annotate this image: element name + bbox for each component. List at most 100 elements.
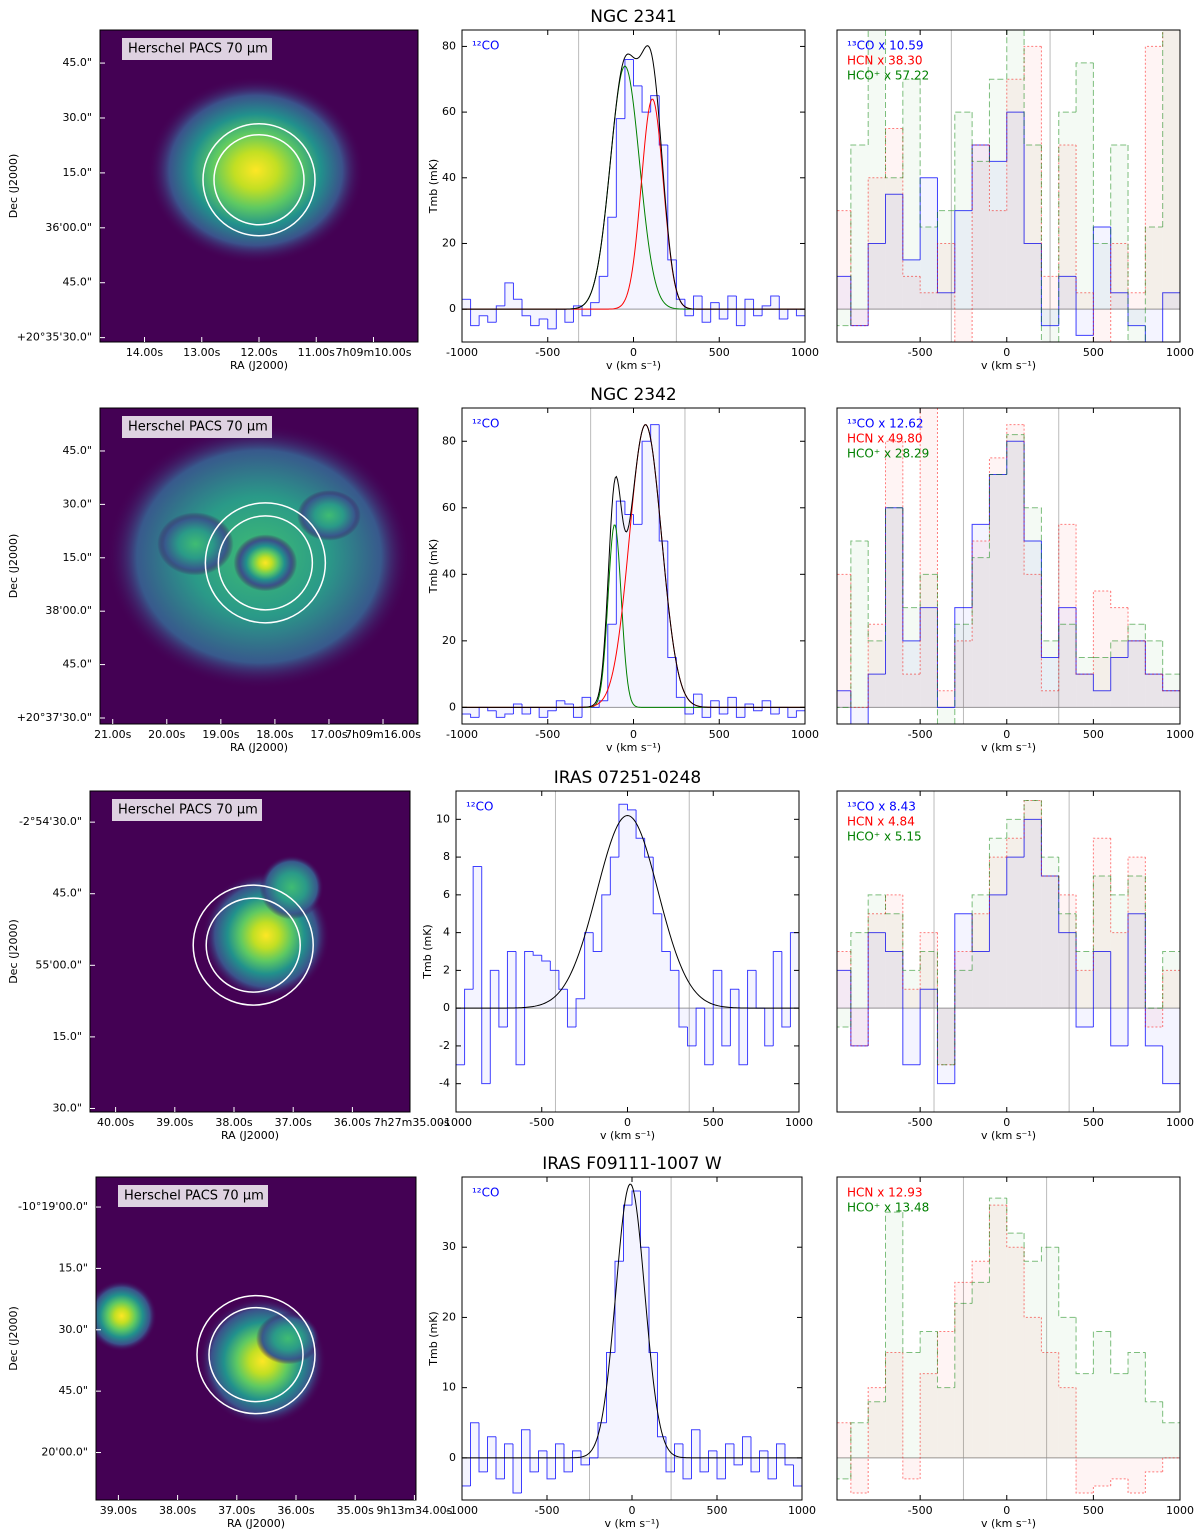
legend-label: ¹²CO	[472, 39, 499, 53]
channel-fill	[513, 299, 523, 310]
channel-fill	[473, 866, 482, 1009]
x-tick-label: -1000	[446, 1504, 478, 1517]
channel-fill	[885, 1212, 903, 1458]
channel-fill	[1093, 1457, 1111, 1486]
channel-fill	[593, 951, 602, 1009]
channel-step	[1040, 800, 1059, 877]
x-axis-label: RA (J2000)	[227, 1517, 285, 1530]
channel-fill	[742, 1436, 751, 1458]
channel-step	[971, 112, 990, 162]
x-tick-label: -500	[529, 1116, 554, 1129]
channel-step	[919, 177, 938, 260]
channel-step	[867, 177, 886, 326]
channel-fill	[972, 1282, 990, 1458]
channel-step	[1127, 1352, 1146, 1374]
channel-step	[1162, 674, 1180, 692]
channel-fill	[541, 960, 551, 1009]
x-tick-label: 17.00s	[310, 728, 347, 741]
channel-step	[1162, 1045, 1180, 1085]
x-tick-label: 13.00s	[183, 346, 220, 359]
channel-fill	[989, 838, 1007, 1009]
channel-fill	[1024, 144, 1042, 310]
channel-fill	[920, 607, 938, 708]
channel-step	[971, 1281, 990, 1304]
channel-step	[1040, 144, 1059, 342]
y-tick-label: 40	[442, 171, 456, 184]
plot-area	[462, 30, 805, 342]
x-tick-label: 7h09m16.00s	[345, 728, 421, 741]
channel-fill	[1093, 227, 1111, 310]
channel-fill	[796, 707, 805, 711]
channel-step	[919, 79, 938, 228]
channel-step	[954, 623, 973, 724]
channel-step	[1023, 45, 1042, 80]
channel-fill	[487, 1436, 496, 1458]
channel-fill	[751, 1457, 760, 1472]
channel-step	[919, 1330, 938, 1353]
channel-step	[1023, 1247, 1042, 1318]
channel-fill	[708, 1450, 717, 1458]
legend-label: ¹²CO	[472, 417, 499, 431]
channel-step	[607, 623, 617, 701]
channel-fill	[837, 276, 851, 310]
channel-fill	[1006, 1233, 1025, 1458]
channel-fill	[558, 989, 568, 1009]
channel-step	[954, 111, 973, 211]
channel-fill	[747, 970, 757, 1009]
axes-frame	[836, 1176, 1181, 1501]
channel-step	[674, 1443, 683, 1472]
x-axis-label: v (km s⁻¹)	[600, 1129, 655, 1142]
channel-fill	[606, 1352, 615, 1458]
channel-fill	[902, 989, 921, 1009]
channel-step	[504, 713, 514, 718]
x-tick-label: 11.00s	[298, 346, 335, 359]
channel-fill	[661, 951, 671, 1009]
x-tick-label: -500	[908, 1116, 933, 1129]
plot-area	[462, 1177, 802, 1500]
channel-step	[954, 1302, 973, 1388]
channel-fill	[616, 118, 625, 310]
channel-fill	[868, 177, 886, 310]
image-frame	[95, 1176, 417, 1501]
aperture-outer	[196, 1294, 316, 1415]
channel-step	[885, 1211, 903, 1402]
channel-step	[1110, 875, 1129, 896]
channel-step	[1040, 1246, 1059, 1262]
channel-fill	[1110, 1457, 1129, 1479]
channel-step	[658, 95, 668, 146]
legend-label: ¹³CO x 8.43	[847, 800, 916, 814]
channel-step	[1144, 1471, 1163, 1493]
channel-step	[867, 242, 886, 326]
channel-fill	[659, 144, 668, 310]
channel-step	[669, 951, 679, 971]
image-label: Herschel PACS 70 μm	[128, 420, 268, 435]
emission-blob	[96, 1280, 157, 1352]
x-axis-label: RA (J2000)	[221, 1129, 279, 1142]
channel-fill	[513, 704, 523, 708]
emission-blob	[233, 534, 298, 592]
x-tick-label: 37.00s	[275, 1116, 312, 1129]
channel-step	[936, 574, 955, 724]
channel-fill	[1110, 932, 1129, 1009]
fit-component	[456, 815, 799, 1009]
channel-step	[787, 707, 797, 718]
label-box	[112, 799, 262, 821]
channel-step	[661, 913, 671, 952]
channel-fill	[632, 1191, 641, 1458]
channel-step	[850, 540, 869, 708]
channel-step	[1144, 640, 1163, 675]
channel-fill	[650, 424, 660, 708]
channel-step	[936, 210, 955, 228]
channel-fill	[610, 857, 619, 1009]
channel-step	[778, 296, 788, 320]
x-tick-label: 0	[1003, 346, 1010, 359]
channel-fill	[954, 624, 973, 708]
x-axis-label: RA (J2000)	[230, 741, 288, 754]
channel-step	[1110, 1331, 1129, 1375]
channel-fill	[850, 1422, 869, 1458]
channel-step	[867, 1387, 886, 1493]
legend-label: HCN x 49.80	[847, 432, 922, 446]
channel-fill	[615, 1261, 624, 1458]
x-tick-label: 500	[1083, 728, 1104, 741]
channel-step	[776, 1443, 785, 1479]
